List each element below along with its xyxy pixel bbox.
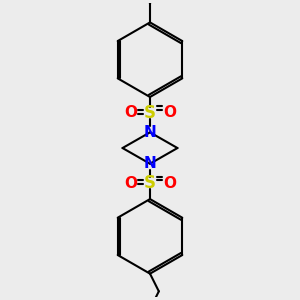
Text: S: S: [144, 174, 156, 192]
Text: O: O: [163, 105, 176, 120]
Text: O: O: [124, 105, 137, 120]
Text: S: S: [144, 104, 156, 122]
Text: O: O: [163, 176, 176, 191]
Text: O: O: [124, 176, 137, 191]
Text: N: N: [144, 125, 156, 140]
Text: N: N: [144, 156, 156, 171]
